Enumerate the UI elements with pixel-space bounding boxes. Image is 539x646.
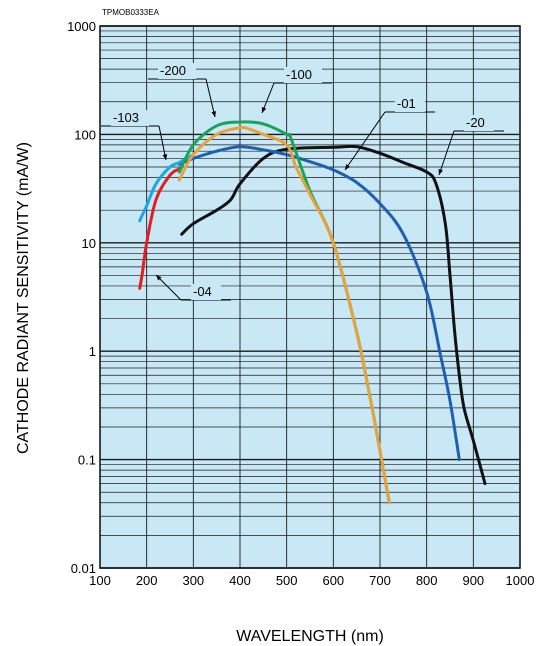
curve-label-20: -20 — [466, 115, 485, 130]
y-tick-label: 100 — [74, 127, 96, 142]
y-tick-label: 0.1 — [78, 453, 96, 468]
x-tick-label: 600 — [322, 573, 344, 588]
leader-line — [155, 274, 182, 301]
leader-line — [438, 130, 455, 176]
arrowhead — [211, 111, 216, 117]
curve-label-bg — [158, 63, 196, 79]
x-tick-label: 500 — [276, 573, 298, 588]
y-tick-label: 1 — [89, 344, 96, 359]
figure-code: TPMOB0333EA — [102, 8, 160, 17]
series-line-103 — [138, 153, 195, 223]
tick-labels: 100 200 300 400 500 600 700 800 900 1000 0.01 0.1 1 1… — [67, 19, 534, 588]
x-tick-label: 400 — [229, 573, 251, 588]
x-axis-title: WAVELENGTH (nm) — [236, 628, 384, 645]
curve-label-bg — [111, 110, 149, 126]
curve-label-200: -200 — [160, 63, 186, 78]
series-layer — [138, 120, 487, 505]
curve-label-01: -01 — [397, 96, 416, 111]
y-tick-label: 1000 — [67, 19, 96, 34]
arrowhead — [156, 275, 162, 281]
curve-label-bg — [284, 67, 322, 83]
plot-frame — [99, 25, 521, 569]
leader-line — [344, 111, 386, 171]
series-line-04 — [138, 167, 181, 290]
series-line-01 — [177, 145, 461, 462]
curve-label-100: -100 — [286, 67, 312, 82]
arrowhead — [345, 164, 351, 170]
x-tick-label: 200 — [136, 573, 158, 588]
x-tick-label: 300 — [182, 573, 204, 588]
arrowhead — [438, 169, 443, 175]
x-tick-label: 700 — [369, 573, 391, 588]
y-tick-label: 0.01 — [71, 561, 96, 576]
x-tick-label: 900 — [462, 573, 484, 588]
y-tick-label: 10 — [82, 236, 96, 251]
curve-label-bg — [464, 115, 494, 131]
curve-label-bg — [395, 96, 425, 112]
x-tick-label: 100 — [89, 573, 111, 588]
x-tick-label: 800 — [416, 573, 438, 588]
arrowhead — [162, 154, 168, 160]
series-line-20 — [180, 144, 487, 486]
curve-labels: -200 -100 -103 -01 -20 -04 — [111, 63, 494, 300]
curve-label-bg — [191, 284, 221, 300]
curve-label-04: -04 — [193, 284, 212, 299]
leader-line — [158, 125, 167, 161]
arrowhead — [261, 107, 267, 113]
plot-area — [100, 26, 520, 568]
series-line-100 — [177, 125, 391, 505]
x-tick-label: 1000 — [506, 573, 535, 588]
plot-background — [100, 26, 520, 568]
leader-line — [205, 78, 216, 118]
curve-label-103: -103 — [113, 110, 139, 125]
y-axis-title: CATHODE RADIANT SENSITIVITY (mA/W) — [15, 142, 32, 454]
